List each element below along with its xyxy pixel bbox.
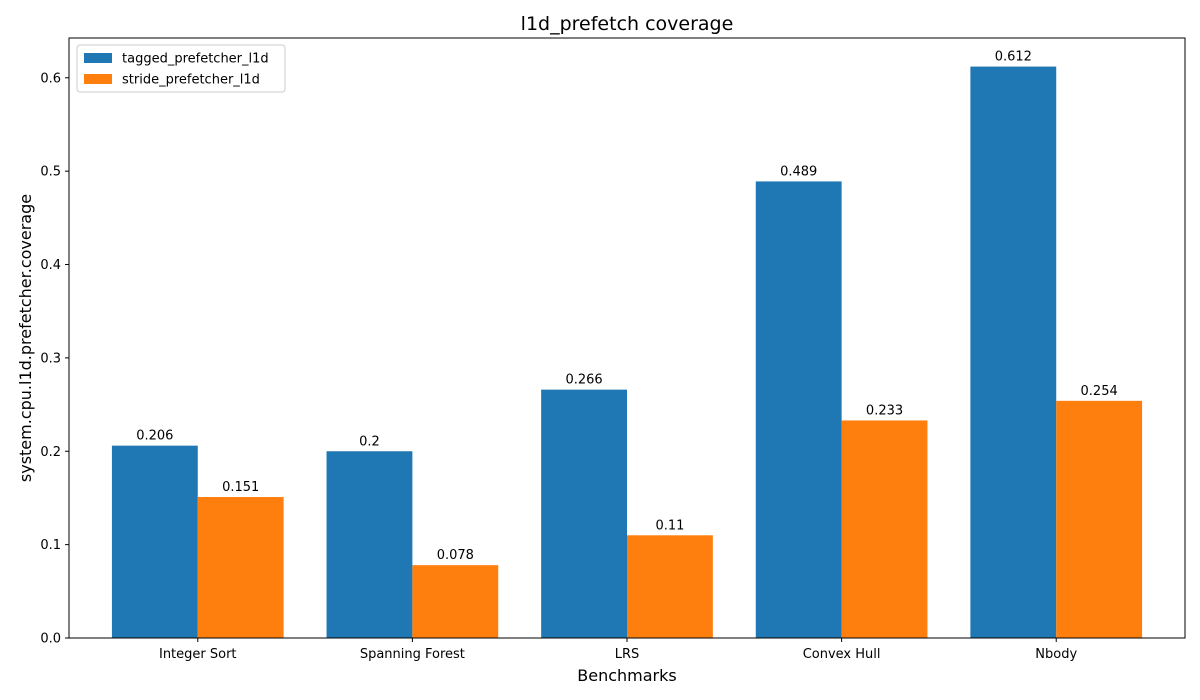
bar-1-3 (841, 420, 928, 638)
y-tick-label-1: 0.1 (40, 538, 61, 553)
legend: tagged_prefetcher_l1d stride_prefetcher_l… (76, 44, 286, 93)
bar-0-3 (755, 181, 842, 639)
y-axis-ticks: 0.0 0.1 0.2 0.3 0.4 0.5 0.6 (40, 71, 69, 647)
x-tick-label-1: Spanning Forest (360, 647, 465, 662)
bar-0-2 (541, 389, 627, 638)
bar-value-label-1-4: 0.254 (1081, 384, 1118, 399)
y-axis-label: system.cpu.l1d.prefetcher.coverage (16, 194, 35, 482)
bar-value-label-0-2: 0.266 (565, 373, 602, 388)
bar-value-label-0-4: 0.612 (995, 50, 1032, 65)
bar-value-label-1-1: 0.078 (437, 548, 474, 563)
bar-0-0 (111, 445, 198, 638)
bar-labels-group: 0.206 0.2 0.266 0.489 0.612 0.151 0.078 0.11 0.2… (136, 50, 1118, 564)
bar-value-label-0-0: 0.206 (136, 429, 173, 444)
y-tick-label-5: 0.5 (40, 165, 61, 180)
bar-value-label-0-1: 0.2 (359, 434, 380, 449)
legend-label-0: tagged_prefetcher_l1d (122, 52, 269, 67)
x-tick-label-2: LRS (615, 647, 640, 662)
plot-area-frame (68, 37, 1186, 639)
x-tick-label-3: Convex Hull (803, 647, 881, 662)
x-axis-label: Benchmarks (577, 666, 676, 685)
bar-0-4 (970, 66, 1057, 639)
bars-group (111, 66, 1143, 639)
bar-value-label-0-3: 0.489 (780, 164, 817, 179)
legend-label-1: stride_prefetcher_l1d (122, 73, 260, 88)
y-tick-label-3: 0.3 (40, 351, 61, 366)
legend-swatch-0 (84, 53, 112, 63)
bar-value-label-1-2: 0.11 (655, 518, 684, 533)
legend-swatch-1 (84, 74, 112, 84)
x-tick-label-4: Nbody (1035, 647, 1077, 662)
legend-box (76, 44, 286, 93)
bar-1-2 (627, 535, 713, 638)
bar-1-4 (1056, 400, 1143, 638)
bar-value-label-1-0: 0.151 (222, 480, 259, 495)
bar-value-label-1-3: 0.233 (866, 403, 903, 418)
y-tick-label-6: 0.6 (40, 71, 61, 86)
x-axis-ticks: Integer Sort Spanning Forest LRS Convex Hul… (159, 638, 1077, 662)
bar-1-1 (412, 565, 499, 638)
x-tick-label-0: Integer Sort (159, 647, 237, 662)
y-tick-label-4: 0.4 (40, 258, 61, 273)
chart-title: l1d_prefetch coverage (521, 13, 734, 35)
y-tick-label-0: 0.0 (40, 632, 61, 647)
bar-0-1 (326, 451, 413, 638)
y-tick-label-2: 0.2 (40, 445, 61, 460)
bar-1-0 (197, 497, 284, 638)
